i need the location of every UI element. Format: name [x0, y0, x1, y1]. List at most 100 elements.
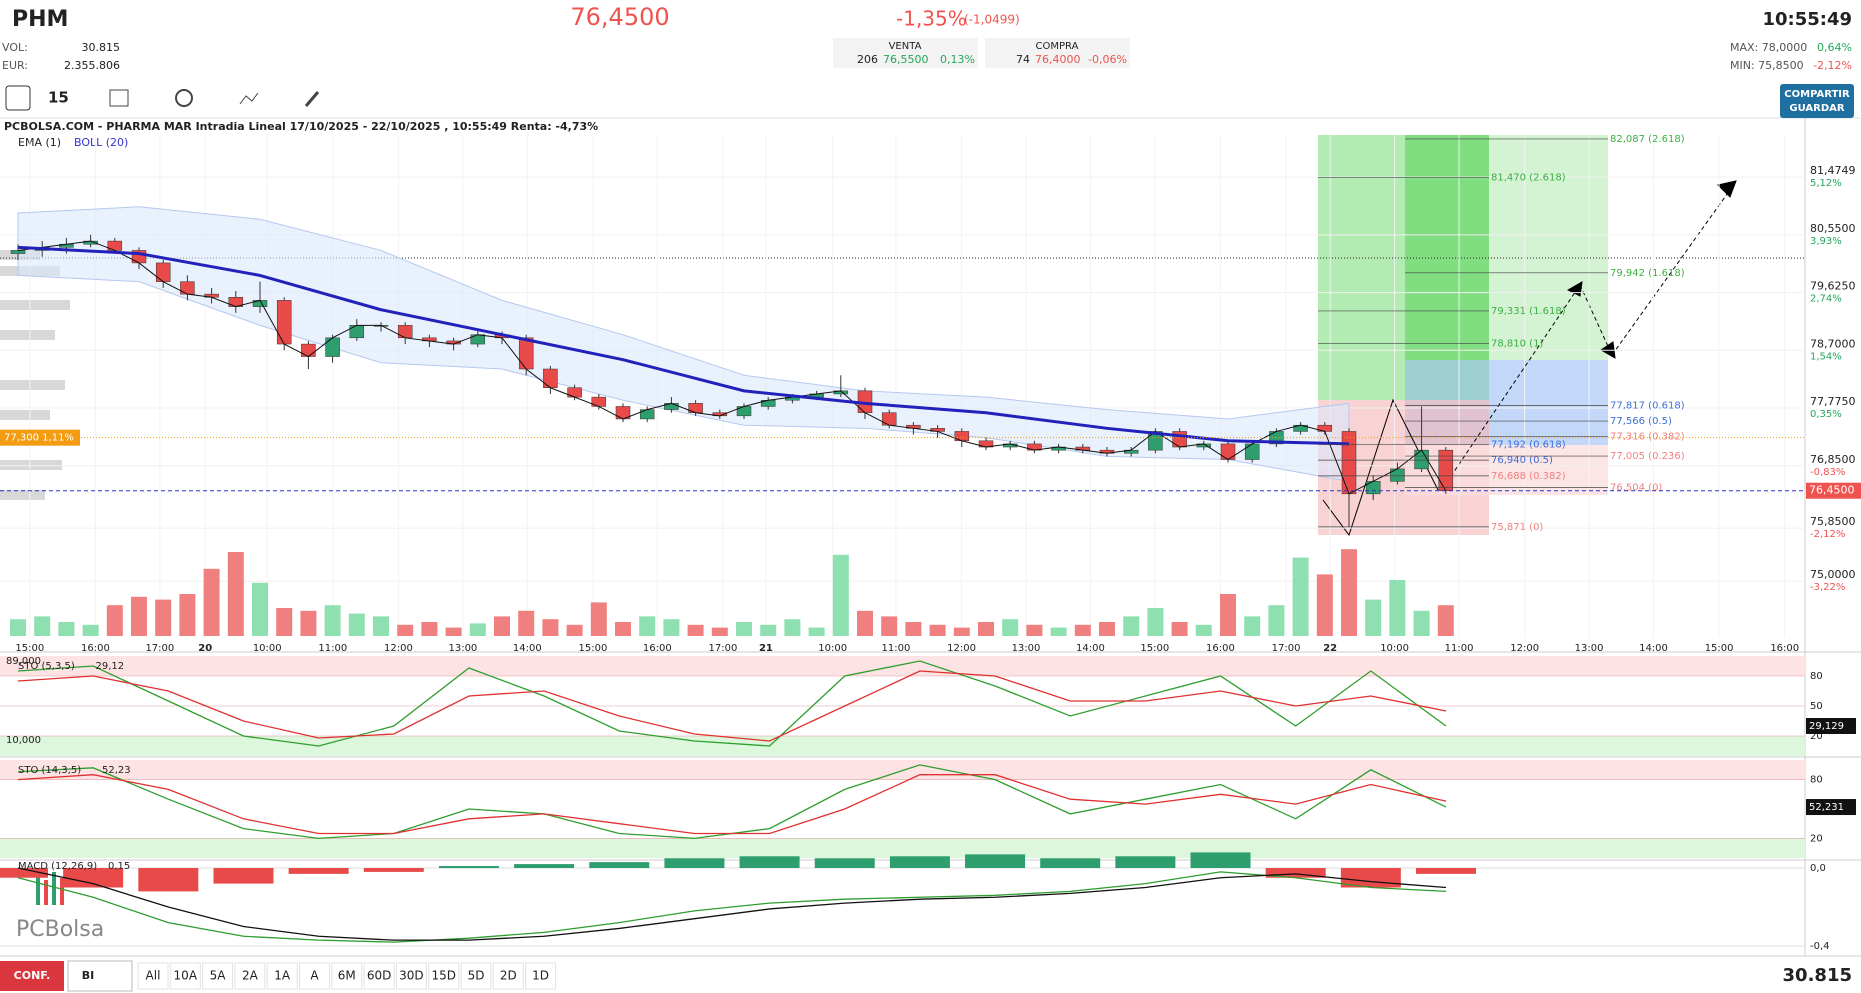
quote-label: COMPRA [1036, 41, 1079, 52]
share-button-label: GUARDAR [1789, 103, 1845, 114]
volume-bar [978, 622, 994, 636]
range-button[interactable] [492, 962, 524, 990]
macd-bar [814, 858, 875, 868]
volume-bar [348, 613, 365, 636]
volume-bar [1365, 599, 1382, 636]
volume-bar [1171, 622, 1188, 636]
pane-label: STO (14,3,5) [18, 765, 81, 776]
sto-k [17, 660, 1447, 747]
x-tick-label: 11:00 [318, 643, 347, 654]
share-button[interactable] [1780, 84, 1854, 118]
candle-body [1365, 481, 1381, 495]
volume-bar [1050, 627, 1067, 636]
volume-bar [179, 594, 196, 636]
macd-bar [0, 868, 48, 878]
last-price-label: 76,4500 [1809, 484, 1855, 497]
macd-bar [1190, 852, 1251, 868]
candle-body [325, 337, 340, 357]
fib-label: 82,087 (2.618) [1610, 134, 1685, 145]
volume-bar [687, 624, 704, 636]
x-tick-label: 11:00 [1445, 643, 1474, 654]
x-tick-label: 14:00 [1639, 643, 1668, 654]
panel-toggle[interactable] [5, 85, 31, 111]
footer-volume: 30.815 [1783, 965, 1852, 986]
pattern-line [1322, 398, 1439, 537]
candle-body [1172, 431, 1187, 448]
min: MIN: 75,8500 [1730, 59, 1804, 72]
profile-bar [0, 460, 62, 470]
mode-select[interactable] [67, 960, 133, 992]
volume-bar [106, 605, 123, 636]
config-label: CONF. [14, 969, 51, 982]
volume-bar [905, 622, 922, 636]
macd-bar [438, 866, 499, 868]
candle-body [1390, 468, 1405, 482]
range-button[interactable] [331, 962, 363, 990]
range-button[interactable] [428, 962, 460, 990]
draw-icon[interactable] [304, 91, 320, 107]
volume-bar [832, 554, 849, 636]
eur: 2.355.806 [64, 59, 120, 72]
logo-bar [60, 878, 64, 905]
volume-bar [566, 624, 583, 636]
y-tick-pct: 1,54% [1810, 351, 1842, 362]
volume-bar [857, 610, 873, 636]
chart-type-icon[interactable] [109, 89, 129, 107]
fib-label: 79,942 (1.618) [1610, 268, 1685, 279]
profile-bar [0, 300, 70, 310]
volume-bar [494, 616, 510, 636]
range-button[interactable] [266, 962, 298, 990]
fib-label: 77,005 (0.236) [1610, 451, 1685, 462]
x-tick-label: 21 [759, 643, 773, 654]
x-tick-label: 16:00 [1206, 643, 1235, 654]
range-button[interactable] [525, 962, 557, 990]
candle-body [543, 368, 558, 388]
volume-bar [808, 627, 825, 636]
volume-bar [1437, 605, 1454, 636]
settings-icon[interactable] [175, 89, 193, 107]
volume-bar [373, 616, 389, 636]
share-button-label: COMPARTIR [1784, 89, 1850, 100]
range-button[interactable] [460, 962, 492, 990]
candle-body [518, 337, 534, 370]
range-button[interactable] [137, 962, 169, 990]
candle-body [349, 325, 365, 339]
indicator-label: EMA (1) [18, 136, 61, 149]
sto-d [17, 670, 1447, 742]
range-button[interactable] [363, 962, 395, 990]
range-button[interactable] [395, 962, 427, 990]
config-button[interactable] [0, 961, 64, 991]
macd-bar [965, 854, 1026, 868]
vol-label: VOL: [2, 41, 28, 54]
candle-body [276, 300, 292, 345]
y-tick-pct: 5,12% [1810, 178, 1842, 189]
y-tick-label: 81,4749 [1810, 164, 1856, 177]
min-pct: -2,12% [1813, 59, 1852, 72]
close-line [17, 240, 1447, 495]
volume-bar [1195, 624, 1212, 636]
range-button[interactable] [169, 962, 201, 990]
range-button[interactable] [299, 962, 330, 990]
x-tick-label: 13:00 [1575, 643, 1604, 654]
volume-bar [1099, 622, 1115, 636]
fib-label: 79,331 (1.618) [1491, 306, 1566, 317]
time: 10:55:49 [1762, 9, 1852, 30]
logo: PCBolsa [16, 917, 104, 942]
volume-bar [1147, 608, 1164, 636]
macd-signal [17, 867, 1447, 941]
range-button[interactable] [234, 962, 266, 990]
candle-body [155, 262, 171, 282]
volume-bar [1220, 594, 1236, 636]
range-button[interactable] [202, 962, 234, 990]
indicator-icon[interactable] [239, 92, 259, 105]
volume-bar [929, 624, 946, 636]
volume-bar [736, 622, 752, 636]
macd-bar [514, 864, 575, 868]
pane-tick-label: 80 [1810, 775, 1823, 786]
volume-bar [784, 619, 801, 636]
volume-bar [1002, 619, 1019, 636]
mode-label: BI [82, 969, 94, 982]
range-label: 1A [274, 969, 291, 983]
profile-bar [0, 490, 45, 500]
pane-tick-label: 50 [1810, 701, 1823, 712]
